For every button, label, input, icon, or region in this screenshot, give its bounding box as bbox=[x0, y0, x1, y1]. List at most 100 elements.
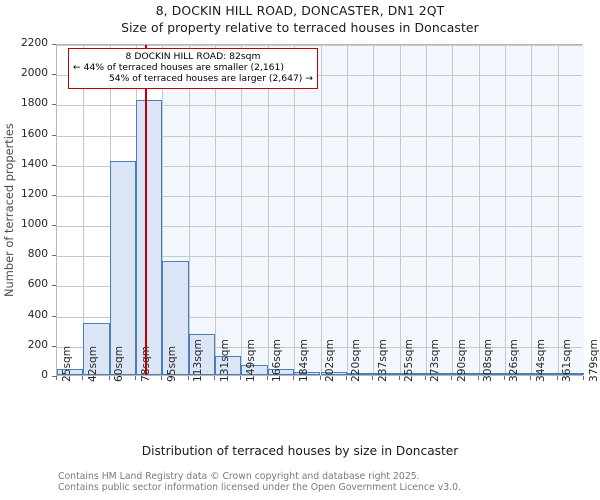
x-tick-label-149sqm: 149sqm bbox=[244, 339, 257, 382]
y-tick-label-1800: 1800 bbox=[21, 97, 48, 110]
x-tick-mark-344sqm bbox=[530, 376, 532, 380]
x-tick-label-290sqm: 290sqm bbox=[455, 339, 468, 382]
bar-326sqm bbox=[504, 373, 532, 375]
histogram-bars bbox=[57, 45, 584, 375]
gridline-y-200 bbox=[57, 346, 582, 348]
bar-220sqm bbox=[346, 373, 374, 375]
y-tick-mark-1600 bbox=[52, 134, 56, 136]
gridline-x-113sqm bbox=[188, 45, 190, 375]
x-tick-mark-149sqm bbox=[240, 376, 242, 380]
gridline-x-344sqm bbox=[531, 45, 533, 375]
x-tick-mark-78sqm bbox=[135, 376, 137, 380]
gridline-x-202sqm bbox=[320, 45, 322, 375]
x-tick-mark-113sqm bbox=[187, 376, 189, 380]
gridline-y-600 bbox=[57, 286, 582, 288]
x-tick-label-326sqm: 326sqm bbox=[508, 339, 521, 382]
x-tick-label-308sqm: 308sqm bbox=[482, 339, 495, 382]
x-tick-mark-326sqm bbox=[503, 376, 505, 380]
x-tick-label-255sqm: 255sqm bbox=[403, 339, 416, 382]
x-tick-mark-361sqm bbox=[556, 376, 558, 380]
y-tick-mark-1000 bbox=[52, 225, 56, 227]
x-tick-label-273sqm: 273sqm bbox=[429, 339, 442, 382]
x-tick-label-113sqm: 113sqm bbox=[192, 339, 205, 382]
footer-attribution: Contains HM Land Registry data © Crown c… bbox=[58, 471, 588, 494]
chart-title: 8, DOCKIN HILL ROAD, DONCASTER, DN1 2QT bbox=[155, 3, 445, 18]
x-axis-label: Distribution of terraced houses by size … bbox=[141, 444, 459, 458]
gridline-x-184sqm bbox=[294, 45, 296, 375]
property-annotation-box: 8 DOCKIN HILL ROAD: 82sqm ← 44% of terra… bbox=[68, 48, 318, 89]
gridline-y-1600 bbox=[57, 135, 582, 137]
gridline-y-1000 bbox=[57, 226, 582, 228]
x-tick-label-361sqm: 361sqm bbox=[561, 339, 574, 382]
x-tick-label-220sqm: 220sqm bbox=[350, 339, 363, 382]
bar-78sqm bbox=[136, 100, 163, 375]
x-tick-mark-166sqm bbox=[266, 376, 268, 380]
bar-166sqm bbox=[267, 368, 295, 375]
x-tick-mark-290sqm bbox=[451, 376, 453, 380]
x-tick-label-166sqm: 166sqm bbox=[271, 339, 284, 382]
gridline-x-308sqm bbox=[478, 45, 480, 375]
bar-361sqm bbox=[557, 373, 584, 375]
y-tick-mark-1400 bbox=[52, 164, 56, 166]
chart-subtitle: Size of property relative to terraced ho… bbox=[121, 20, 479, 35]
bar-184sqm bbox=[294, 371, 321, 375]
bar-131sqm bbox=[215, 356, 242, 375]
annotation-line-1: 8 DOCKIN HILL ROAD: 82sqm bbox=[125, 51, 261, 62]
y-tick-label-600: 600 bbox=[27, 278, 48, 291]
gridline-x-220sqm bbox=[346, 45, 348, 375]
bar-202sqm bbox=[320, 371, 347, 375]
plot-area bbox=[56, 44, 584, 376]
x-tick-mark-60sqm bbox=[108, 376, 110, 380]
x-tick-label-42sqm: 42sqm bbox=[86, 345, 99, 382]
x-tick-label-202sqm: 202sqm bbox=[324, 339, 336, 382]
x-tick-label-25sqm: 25sqm bbox=[60, 345, 73, 382]
x-tick-label-95sqm: 95sqm bbox=[165, 345, 178, 382]
gridline-y-1400 bbox=[57, 165, 582, 167]
gridline-y-400 bbox=[57, 316, 582, 318]
bar-113sqm bbox=[188, 333, 216, 375]
y-tick-label-2000: 2000 bbox=[21, 67, 48, 80]
gridline-y-2000 bbox=[57, 75, 582, 77]
y-tick-mark-2200 bbox=[52, 44, 56, 45]
y-tick-label-1600: 1600 bbox=[21, 127, 48, 140]
x-tick-mark-308sqm bbox=[477, 376, 479, 380]
x-tick-mark-95sqm bbox=[161, 376, 163, 380]
annotation-line-3: 54% of terraced houses are larger (2,647… bbox=[108, 73, 313, 85]
footer-line-1: Contains HM Land Registry data © Crown c… bbox=[58, 471, 420, 482]
x-tick-mark-273sqm bbox=[424, 376, 426, 380]
y-tick-label-800: 800 bbox=[27, 248, 48, 261]
gridline-x-237sqm bbox=[373, 45, 375, 375]
gridline-x-273sqm bbox=[425, 45, 427, 375]
x-tick-mark-202sqm bbox=[319, 376, 321, 380]
y-tick-mark-1200 bbox=[52, 194, 56, 196]
gridline-x-149sqm bbox=[241, 45, 243, 375]
annotation-line-2: ← 44% of terraced houses are smaller (2,… bbox=[73, 62, 284, 74]
gridline-y-1800 bbox=[57, 105, 582, 107]
bar-60sqm bbox=[109, 160, 137, 375]
x-tick-mark-184sqm bbox=[293, 376, 295, 380]
bar-237sqm bbox=[373, 373, 400, 375]
x-tick-label-184sqm: 184sqm bbox=[297, 339, 310, 382]
y-axis-label: Number of terraced properties bbox=[2, 123, 16, 297]
bar-149sqm bbox=[241, 365, 268, 375]
bar-25sqm bbox=[57, 368, 84, 375]
y-tick-label-2200: 2200 bbox=[21, 37, 48, 49]
x-tick-mark-25sqm bbox=[56, 376, 57, 380]
y-tick-mark-2000 bbox=[52, 74, 56, 76]
property-marker-line bbox=[145, 45, 148, 375]
y-tick-label-1400: 1400 bbox=[21, 157, 48, 170]
gridline-x-326sqm bbox=[504, 45, 506, 375]
gridline-x-131sqm bbox=[215, 45, 217, 375]
gridline-x-95sqm bbox=[162, 45, 164, 375]
x-tick-label-379sqm: 379sqm bbox=[587, 339, 600, 382]
gridline-x-361sqm bbox=[557, 45, 559, 375]
x-tick-mark-220sqm bbox=[345, 376, 347, 380]
x-tick-mark-131sqm bbox=[214, 376, 216, 380]
x-tick-mark-255sqm bbox=[398, 376, 400, 380]
bar-255sqm bbox=[399, 373, 426, 375]
bar-273sqm bbox=[425, 373, 453, 375]
y-tick-mark-600 bbox=[52, 285, 56, 287]
gridline-x-290sqm bbox=[452, 45, 454, 375]
bar-308sqm bbox=[478, 373, 505, 375]
